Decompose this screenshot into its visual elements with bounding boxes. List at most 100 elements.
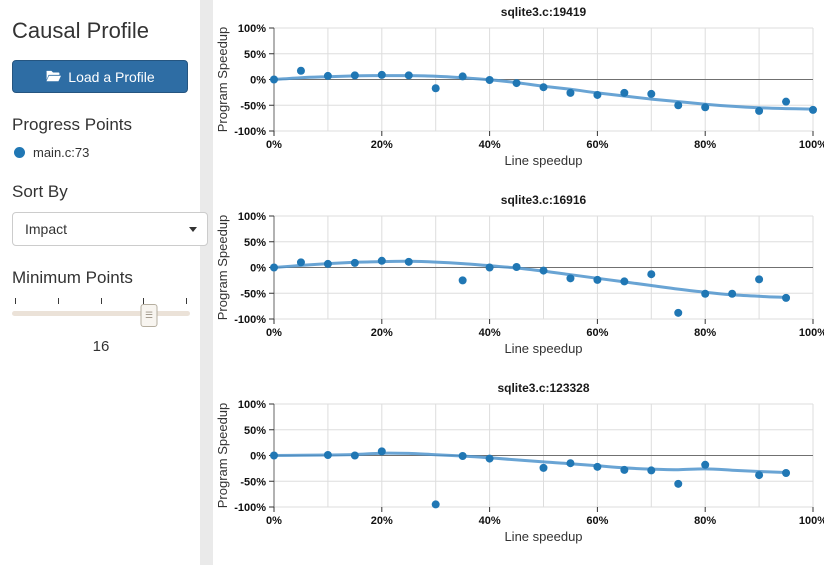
data-point [458,72,467,81]
data-point [620,88,629,97]
x-tick-label: 80% [694,327,716,339]
x-tick-label: 100% [799,327,824,339]
y-tick-label: 100% [238,23,266,35]
data-point [270,451,278,460]
load-profile-button[interactable]: Load a Profile [12,60,188,93]
data-point [566,459,575,468]
data-point [323,450,332,459]
sort-by-select[interactable]: Impact [12,212,208,246]
speedup-chart: 100%50%0%-50%-100%0%20%40%60%80%100%sqli… [213,0,824,188]
x-tick-label: 60% [586,327,608,339]
data-point [701,103,710,112]
sort-by-selected-value: Impact [25,221,68,237]
slider-handle[interactable]: ☰ [140,304,158,327]
data-point [620,277,629,286]
data-point [647,270,656,279]
y-tick-label: 0% [250,263,266,275]
y-tick-label: 50% [244,237,266,249]
slider-track[interactable] [12,311,190,316]
x-tick-label: 40% [479,515,501,527]
data-point [404,71,413,80]
y-tick-label: 50% [244,49,266,61]
data-point [296,258,305,267]
data-point [323,259,332,268]
data-point [350,71,359,80]
data-point [485,76,494,85]
data-point [377,447,386,456]
data-point [404,257,413,266]
y-tick-label: 0% [250,451,266,463]
y-tick-label: 100% [238,211,266,223]
load-profile-label: Load a Profile [68,68,155,85]
progress-point-dot-icon [14,147,25,158]
data-point [377,70,386,79]
minimum-points-slider[interactable]: ☰ [12,298,190,334]
x-tick-label: 20% [371,327,393,339]
data-point [377,256,386,265]
data-point [782,97,791,106]
chart-title: sqlite3.c:19419 [501,5,587,19]
y-axis-label: Program Speedup [215,27,230,133]
trend-line [272,259,788,299]
data-point [782,469,791,478]
y-tick-label: -100% [234,502,266,514]
x-tick-label: 80% [694,515,716,527]
data-point [458,452,467,461]
data-point [566,274,575,283]
data-point [809,105,817,114]
data-point [755,275,764,284]
data-point [270,75,278,84]
x-tick-label: 100% [799,515,824,527]
slider-ticks [15,298,187,304]
data-point [270,263,278,272]
speedup-chart-svg: 100%50%0%-50%-100%0%20%40%60%80%100%sqli… [215,5,824,168]
data-point [350,451,359,460]
x-tick-label: 0% [266,327,282,339]
data-point [647,89,656,98]
progress-points-heading: Progress Points [12,115,132,134]
y-tick-label: 0% [250,75,266,87]
data-point [350,258,359,267]
x-tick-label: 0% [266,139,282,151]
page-title: Causal Profile [12,18,149,43]
y-tick-label: -50% [240,476,266,488]
speedup-chart-svg: 100%50%0%-50%-100%0%20%40%60%80%100%sqli… [215,381,824,544]
minimum-points-heading: Minimum Points [12,268,133,287]
trend-line [272,451,788,474]
data-point [701,289,710,298]
folder-open-icon [45,70,62,83]
y-axis-label: Program Speedup [215,215,230,321]
speedup-chart-svg: 100%50%0%-50%-100%0%20%40%60%80%100%sqli… [215,193,824,356]
data-point [755,106,764,115]
x-axis-label: Line speedup [504,341,582,356]
data-point [647,466,656,475]
data-point [539,83,548,92]
chart-title: sqlite3.c:16916 [501,193,587,207]
minimum-points-value: 16 [92,338,110,355]
x-tick-label: 40% [479,139,501,151]
data-point [620,465,629,474]
x-tick-label: 40% [479,327,501,339]
data-point [323,71,332,80]
y-tick-label: 50% [244,425,266,437]
data-point [782,293,791,302]
charts-panel: 100%50%0%-50%-100%0%20%40%60%80%100%sqli… [213,0,824,565]
speedup-chart: 100%50%0%-50%-100%0%20%40%60%80%100%sqli… [213,376,824,564]
data-point [728,289,737,298]
data-point [755,471,764,480]
data-point [674,101,683,110]
data-point [512,79,521,88]
data-point [701,460,710,469]
progress-point-item[interactable]: main.c:73 [14,145,190,160]
data-point [593,275,602,284]
x-tick-label: 0% [266,515,282,527]
x-tick-label: 100% [799,139,824,151]
data-point [485,263,494,272]
x-axis-label: Line speedup [504,153,582,168]
progress-point-label: main.c:73 [33,145,90,160]
data-point [539,463,548,472]
data-point [593,462,602,471]
chevron-down-icon [189,226,197,232]
data-point [593,90,602,99]
